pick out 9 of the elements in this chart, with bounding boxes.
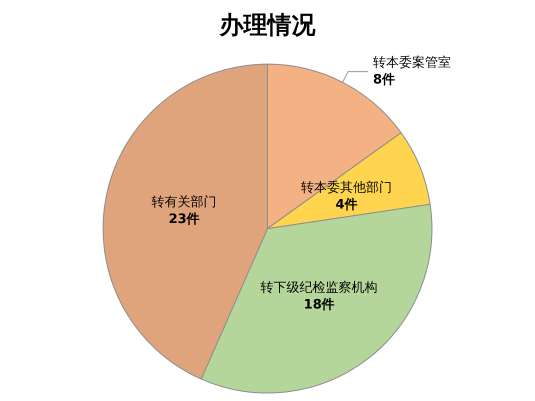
slice-label: 转下级纪检监察机构 bbox=[260, 279, 378, 296]
data-label: 18件 bbox=[304, 297, 335, 312]
slice-label: 转本委其他部门 bbox=[300, 180, 392, 196]
data-label: 4件 bbox=[335, 198, 358, 213]
slice-label: 转本委案管室 bbox=[373, 54, 452, 71]
chart-title: 办理情况 bbox=[218, 11, 316, 39]
data-label: 23件 bbox=[168, 212, 200, 228]
slice-label: 转有关部门 bbox=[152, 194, 217, 210]
data-label: 8件 bbox=[373, 72, 396, 88]
